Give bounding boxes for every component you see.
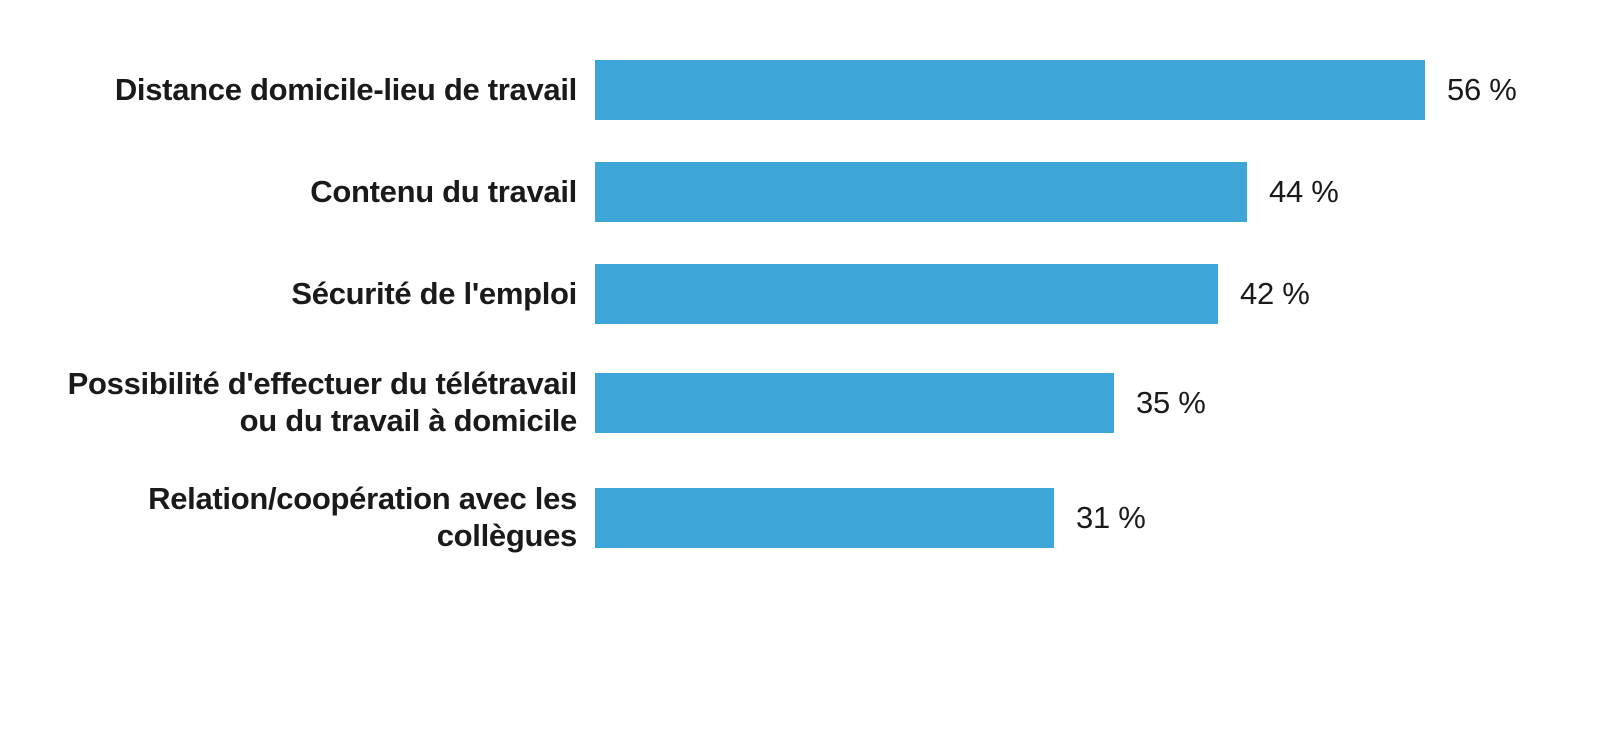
bar-area: 42 %: [595, 264, 1583, 324]
bar-label: Possibilité d'effectuer du télétravail o…: [40, 366, 595, 439]
bar-row: Relation/coopération avec les collègues …: [40, 481, 1583, 554]
bar-label: Distance domicile-lieu de travail: [40, 72, 595, 109]
bar-value: 35 %: [1114, 385, 1205, 421]
bar-row: Distance domicile-lieu de travail 56 %: [40, 60, 1583, 120]
bar-value: 31 %: [1054, 500, 1145, 536]
bar-label: Sécurité de l'emploi: [40, 276, 595, 313]
bar-area: 35 %: [595, 373, 1583, 433]
bar-value: 56 %: [1425, 72, 1516, 108]
bar-row: Contenu du travail 44 %: [40, 162, 1583, 222]
bar-row: Possibilité d'effectuer du télétravail o…: [40, 366, 1583, 439]
bar: [595, 264, 1218, 324]
bar: [595, 488, 1054, 548]
bar-area: 31 %: [595, 488, 1583, 548]
bar: [595, 60, 1425, 120]
bar: [595, 162, 1247, 222]
bar-row: Sécurité de l'emploi 42 %: [40, 264, 1583, 324]
bar-value: 44 %: [1247, 174, 1338, 210]
horizontal-bar-chart: Distance domicile-lieu de travail 56 % C…: [0, 0, 1623, 594]
bar-area: 56 %: [595, 60, 1583, 120]
bar-value: 42 %: [1218, 276, 1309, 312]
bar-area: 44 %: [595, 162, 1583, 222]
bar-label: Relation/coopération avec les collègues: [40, 481, 595, 554]
bar: [595, 373, 1114, 433]
bar-label: Contenu du travail: [40, 174, 595, 211]
